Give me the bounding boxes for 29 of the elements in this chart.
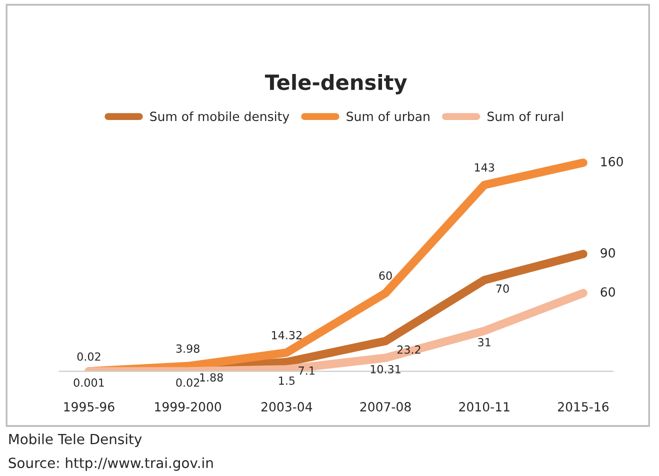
x-tick-label: 2010-11 bbox=[459, 402, 510, 412]
legend-label: Sum of urban bbox=[346, 111, 430, 122]
data-label: 1.5 bbox=[279, 376, 295, 385]
data-label: 10.31 bbox=[370, 364, 400, 374]
data-label: 60 bbox=[600, 287, 615, 297]
data-label: 3.98 bbox=[176, 344, 200, 353]
data-label: 0.001 bbox=[74, 378, 104, 387]
data-label: 0.02 bbox=[176, 378, 200, 387]
data-label: 23.2 bbox=[397, 345, 420, 354]
data-label: 7.1 bbox=[298, 366, 314, 375]
data-label: 14.32 bbox=[272, 330, 302, 340]
chart-title: Tele-density bbox=[264, 74, 407, 94]
data-label: 31 bbox=[478, 338, 490, 346]
data-label: 70 bbox=[496, 284, 509, 293]
x-tick-label: 1995-96 bbox=[64, 402, 114, 412]
data-label: 0.02 bbox=[77, 352, 100, 361]
legend-label: Sum of mobile density bbox=[150, 111, 290, 124]
data-label: 60 bbox=[379, 271, 392, 280]
source-note: Source: http://www.trai.gov.in bbox=[8, 457, 213, 471]
x-tick-label: 1999-2000 bbox=[155, 402, 222, 412]
x-tick-label: 2007-08 bbox=[360, 402, 411, 412]
x-tick-label: 2003-04 bbox=[261, 402, 312, 412]
data-label: 90 bbox=[600, 248, 615, 258]
legend-label: Sum of rural bbox=[488, 111, 563, 122]
data-label: 1.88 bbox=[200, 373, 223, 382]
x-tick-label: 2015-16 bbox=[558, 402, 609, 412]
data-label: 143 bbox=[474, 163, 494, 172]
data-label: 160 bbox=[601, 156, 623, 166]
text: Mobile Tele Density bbox=[9, 434, 142, 448]
